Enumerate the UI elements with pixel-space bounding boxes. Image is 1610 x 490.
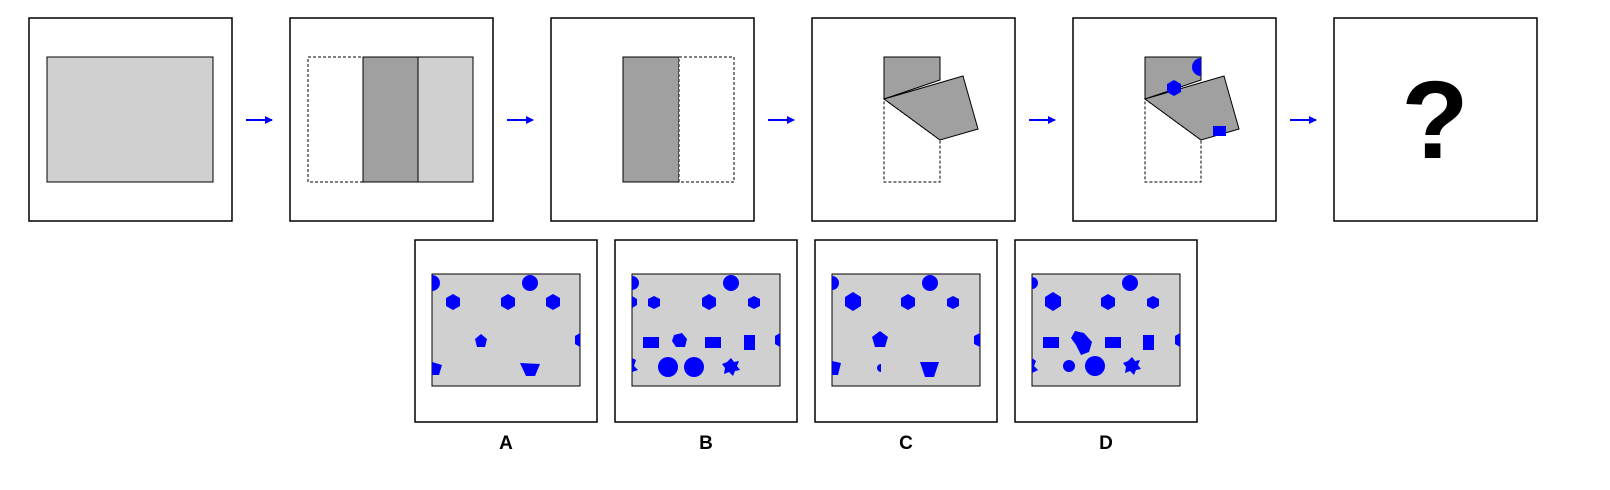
hexagon-hole — [546, 294, 560, 310]
folded-away-outline — [678, 56, 735, 183]
hexagon-hole — [901, 294, 915, 310]
option-a-card[interactable] — [414, 239, 598, 423]
circle-hole — [1032, 277, 1038, 289]
pentagon-hole — [475, 334, 487, 347]
circle-hole — [658, 357, 678, 377]
half-hexagon-hole — [1175, 333, 1180, 347]
folded-layer — [362, 56, 419, 183]
unfolded-paper — [631, 273, 781, 387]
option-b-card[interactable] — [614, 239, 798, 423]
star-hole — [1032, 358, 1038, 373]
half-hexagon-hole — [775, 333, 780, 347]
folded-layer — [1143, 75, 1240, 141]
paper-layer — [1144, 56, 1202, 100]
unfolded-paper — [431, 273, 581, 387]
option-a-label: A — [499, 433, 513, 454]
hexagon-hole — [446, 294, 460, 310]
hexagon-hole — [1147, 296, 1159, 309]
square-hole — [1105, 337, 1121, 348]
circle-hole — [684, 357, 704, 377]
circle-hole — [1122, 275, 1138, 291]
paper-layer — [883, 56, 941, 100]
option-c-card[interactable] — [814, 239, 998, 423]
circle-hole — [1192, 58, 1201, 76]
step-3-panel — [550, 17, 755, 222]
question-mark-icon: ? — [1401, 59, 1468, 182]
hexagon-hole — [845, 292, 861, 311]
overlap-hole — [672, 333, 687, 347]
circle-hole — [632, 276, 639, 290]
paper-sheet — [46, 56, 214, 183]
star-hole — [722, 358, 740, 376]
hexagon-hole — [501, 294, 515, 310]
pentagon-hole — [920, 362, 939, 377]
star-hole — [1123, 357, 1141, 375]
hexagon-hole — [748, 296, 760, 309]
step-6-panel: ? — [1333, 17, 1538, 222]
hexagon-hole — [1045, 292, 1061, 311]
folded-layer — [622, 56, 680, 183]
step-5-panel — [1072, 17, 1277, 222]
square-hole — [1213, 126, 1226, 136]
pentagon-hole — [832, 361, 841, 375]
paper-layer — [417, 56, 474, 183]
pentagon-hole — [432, 362, 442, 375]
hexagon-hole — [947, 296, 959, 309]
square-hole — [1043, 337, 1059, 348]
square-hole — [705, 337, 721, 348]
hexagon-hole — [702, 294, 716, 310]
half-hexagon-hole — [632, 296, 637, 308]
overlap-hole — [1071, 331, 1092, 355]
star-hole — [632, 358, 638, 372]
circle-hole — [922, 275, 938, 291]
pentagon-hole — [872, 331, 888, 347]
circle-hole — [723, 275, 739, 291]
unfolded-paper — [831, 273, 981, 387]
unfolded-paper — [1031, 273, 1181, 387]
circle-hole — [432, 275, 440, 291]
half-hexagon-hole — [575, 333, 580, 347]
square-hole — [744, 335, 755, 350]
circle-hole — [832, 276, 839, 290]
option-d-card[interactable] — [1014, 239, 1198, 423]
pentagon-hole — [520, 363, 540, 376]
hexagon-hole — [1167, 80, 1181, 96]
step-1-panel — [28, 17, 233, 222]
option-b-label: B — [699, 433, 713, 454]
option-c-label: C — [899, 433, 913, 454]
option-d-label: D — [1099, 433, 1113, 454]
half-circle-hole — [877, 364, 881, 372]
step-2-panel — [289, 17, 494, 222]
folded-away-outline — [307, 56, 364, 183]
square-hole — [643, 337, 659, 348]
circle-hole — [522, 275, 538, 291]
hexagon-hole — [648, 296, 660, 309]
circle-hole — [1085, 356, 1105, 376]
circle-hole — [1063, 360, 1075, 372]
half-hexagon-hole — [974, 333, 980, 347]
folded-layer — [882, 75, 979, 141]
hexagon-hole — [1101, 294, 1115, 310]
step-4-panel — [811, 17, 1016, 222]
square-hole — [1143, 335, 1154, 350]
